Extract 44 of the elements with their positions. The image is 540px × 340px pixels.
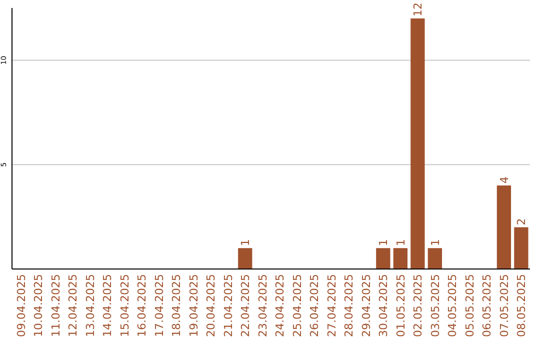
data-label: 4	[498, 176, 511, 184]
x-tick-label: 12.04.2025	[66, 274, 80, 337]
data-label: 2	[515, 218, 528, 226]
x-tick-label: 26.04.2025	[308, 274, 322, 337]
x-tick-label: 09.04.2025	[14, 274, 28, 337]
x-tick-label: 17.04.2025	[152, 274, 166, 337]
x-tick-label: 02.05.2025	[412, 274, 425, 337]
x-tick-label: 16.04.2025	[136, 274, 149, 337]
x-tick-label: 27.04.2025	[325, 274, 338, 337]
x-tick-label: 22.04.2025	[239, 274, 252, 337]
x-tick-label: 18.04.2025	[170, 274, 184, 337]
data-label: 1	[239, 239, 252, 246]
bar	[428, 248, 442, 269]
x-tick-label: 10.04.2025	[32, 274, 46, 337]
bar	[393, 248, 408, 269]
x-tick-label: 30.04.2025	[377, 274, 390, 337]
x-tick-label: 03.05.2025	[428, 274, 442, 337]
x-tick-label: 04.05.2025	[446, 274, 460, 337]
x-tick-label: 19.04.2025	[187, 274, 200, 337]
x-tick-label: 29.04.2025	[360, 274, 373, 337]
bar	[238, 248, 252, 269]
x-tick-label: 11.04.2025	[49, 274, 62, 337]
x-tick-label: 15.04.2025	[118, 274, 132, 337]
x-tick-label: 07.05.2025	[498, 274, 511, 337]
x-tick-label: 24.04.2025	[274, 274, 287, 337]
x-tick-label: 20.04.2025	[204, 274, 218, 337]
x-tick-label: 25.04.2025	[290, 274, 304, 337]
x-tick-label: 06.05.2025	[480, 274, 494, 337]
data-label: 12	[412, 2, 425, 16]
x-tick-label: 23.04.2025	[256, 274, 270, 337]
x-tick-label: 13.04.2025	[84, 274, 97, 337]
data-label: 1	[428, 239, 442, 246]
x-tick-label: 05.05.2025	[463, 274, 476, 337]
x-tick-label: 01.05.2025	[394, 274, 408, 337]
x-tick-label: 14.04.2025	[101, 274, 114, 337]
bar	[496, 185, 512, 269]
bar	[410, 18, 425, 269]
x-tick-label: 08.05.2025	[515, 274, 528, 337]
x-tick-label: 28.04.2025	[342, 274, 356, 337]
bar	[514, 227, 528, 269]
data-label: 1	[377, 239, 390, 246]
x-tick-label: 21.04.2025	[222, 274, 235, 337]
data-label: 1	[394, 239, 408, 246]
bar	[376, 248, 390, 269]
